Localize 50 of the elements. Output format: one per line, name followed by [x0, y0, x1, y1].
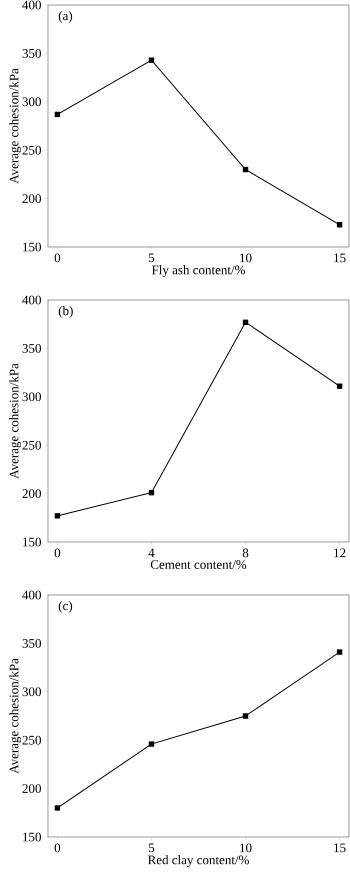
x-axis-title: Red clay content/% [148, 855, 249, 867]
point [148, 57, 154, 63]
point [242, 166, 248, 172]
x-tick-label: 0 [54, 844, 60, 852]
y-tick-label: 250 [22, 736, 41, 745]
x-tick-label: 15 [334, 844, 346, 852]
x-axis-title: Fly ash content/% [152, 265, 245, 277]
y-tick-label: 350 [22, 344, 41, 353]
y-tick-label: 150 [23, 242, 41, 252]
annotation: (c) [58, 601, 72, 613]
x-tick-label: 10 [240, 254, 252, 262]
point [336, 649, 342, 655]
x-tick-label: 8 [242, 548, 248, 558]
annotation: (b) [58, 306, 73, 318]
y-tick-label: 150 [23, 832, 41, 842]
y-tick-label: 150 [23, 538, 41, 546]
point [54, 805, 60, 811]
x-tick-label: 4 [148, 548, 155, 558]
point [336, 383, 342, 389]
point [242, 320, 248, 325]
y-tick-label: 400 [22, 590, 41, 600]
y-tick-label: 400 [22, 0, 41, 10]
x-tick-label: 0 [54, 254, 60, 262]
y-tick-label: 200 [22, 194, 41, 203]
y-axis-title: Average cohesion/kPa [9, 363, 22, 479]
y-tick-label: 300 [22, 97, 41, 106]
point [54, 112, 60, 118]
annotation: (a) [58, 11, 72, 23]
y-tick-label: 200 [22, 489, 41, 498]
y-axis-title: Average cohesion/kPa [9, 68, 22, 184]
x-tick-label: 12 [334, 548, 346, 558]
x-tick-label: 15 [334, 254, 346, 262]
y-tick-label: 200 [22, 784, 41, 793]
point [148, 490, 154, 496]
point [336, 222, 342, 228]
x-tick-label: 10 [240, 844, 252, 852]
x-axis-title: Cement content/% [150, 560, 246, 569]
y-tick-label: 400 [22, 296, 41, 304]
y-tick-label: 250 [22, 440, 41, 450]
y-tick-label: 250 [22, 146, 41, 155]
point [54, 513, 60, 519]
y-tick-label: 350 [22, 639, 41, 648]
x-tick-label: 5 [148, 254, 154, 262]
y-tick-label: 300 [22, 392, 41, 402]
x-tick-label: 0 [54, 548, 60, 558]
point [148, 741, 154, 747]
y-axis-title: Average cohesion/kPa [9, 658, 22, 774]
y-tick-label: 350 [22, 49, 41, 58]
y-tick-label: 300 [22, 687, 41, 696]
x-tick-label: 5 [148, 844, 154, 852]
